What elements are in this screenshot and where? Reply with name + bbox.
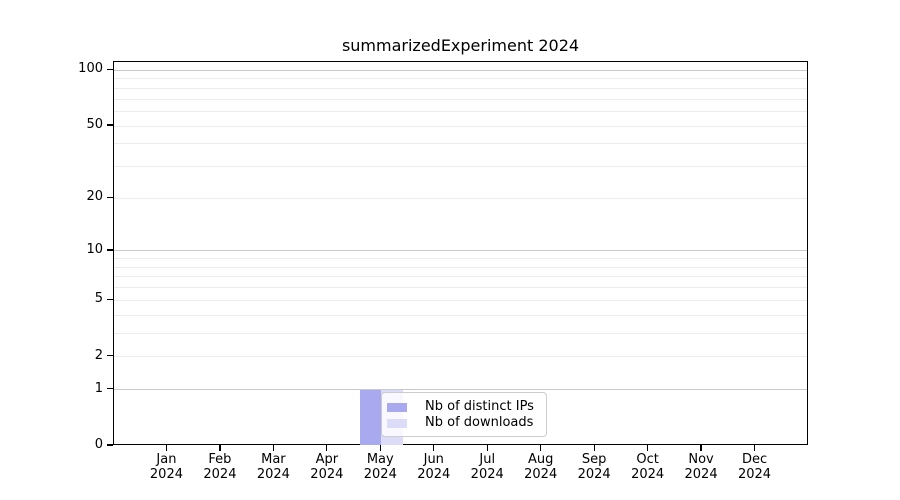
x-tick-label-dec: Dec 2024 <box>737 452 772 482</box>
y-tick-label-100: 100 <box>78 61 103 77</box>
gridline-30 <box>114 166 807 168</box>
gridline-5 <box>114 299 807 301</box>
gridline-10 <box>114 250 807 252</box>
x-tick-jan <box>165 445 168 451</box>
x-tick-label-apr: Apr 2024 <box>310 452 344 482</box>
y-tick-label-0: 0 <box>94 437 103 452</box>
x-tick-label-mar: Mar 2024 <box>256 452 290 482</box>
y-tick-2 <box>107 354 113 357</box>
x-tick-sep <box>593 445 595 451</box>
legend-label: Nb of downloads <box>425 415 534 430</box>
x-tick-label-may: May 2024 <box>363 452 397 482</box>
gridline-6 <box>114 287 807 289</box>
y-tick-label-50: 50 <box>86 117 103 133</box>
x-tick-label-jun: Jun 2024 <box>417 452 451 482</box>
gridline-60 <box>114 110 807 112</box>
legend-item: Nb of distinct IPs <box>387 399 540 415</box>
gridline-100 <box>114 69 807 71</box>
y-tick-label-20: 20 <box>86 189 103 205</box>
x-tick-label-feb: Feb 2024 <box>203 452 237 482</box>
gridline-7 <box>114 276 807 278</box>
gridline-2 <box>114 356 807 358</box>
x-tick-label-jan: Jan 2024 <box>149 452 183 482</box>
x-tick-aug <box>540 445 542 451</box>
legend-swatch-nb-of-downloads <box>387 418 407 428</box>
gridline-40 <box>114 143 807 145</box>
legend-swatch-nb-of-distinct-ips <box>387 402 407 412</box>
gridline-80 <box>114 87 807 89</box>
x-tick-label-oct: Oct 2024 <box>631 452 665 482</box>
chart-title: summarizedExperiment 2024 <box>341 36 580 55</box>
y-tick-label-5: 5 <box>94 291 103 307</box>
x-tick-label-jul: Jul 2024 <box>470 452 504 482</box>
x-tick-feb <box>219 445 221 451</box>
y-tick-10 <box>107 249 113 251</box>
x-tick-oct <box>646 445 649 451</box>
gridline-1 <box>114 389 807 391</box>
y-tick-label-1: 1 <box>94 380 103 396</box>
x-tick-jun <box>433 445 435 451</box>
legend-label: Nb of distinct IPs <box>425 399 534 414</box>
legend-item: Nb of downloads <box>387 415 540 431</box>
x-tick-dec <box>753 445 756 451</box>
bar-nb-of-distinct-ips-may <box>359 389 382 445</box>
x-tick-label-aug: Aug 2024 <box>524 452 558 482</box>
gridline-9 <box>114 258 807 260</box>
y-tick-1 <box>107 387 113 390</box>
plot-area <box>113 61 808 445</box>
x-tick-apr <box>326 445 328 451</box>
gridline-8 <box>114 266 807 268</box>
y-tick-label-10: 10 <box>86 241 103 257</box>
x-tick-jul <box>486 445 488 451</box>
x-tick-label-nov: Nov 2024 <box>684 452 718 482</box>
legend: Nb of distinct IPs Nb of downloads <box>381 392 547 437</box>
y-tick-20 <box>107 196 113 198</box>
y-tick-100 <box>107 68 113 71</box>
x-tick-mar <box>272 445 275 451</box>
x-tick-may <box>379 445 381 451</box>
y-tick-50 <box>107 124 113 126</box>
gridline-3 <box>114 332 807 334</box>
gridline-90 <box>114 78 807 80</box>
gridline-20 <box>114 197 807 199</box>
gridline-50 <box>114 125 807 127</box>
gridline-70 <box>114 98 807 100</box>
y-tick-0 <box>107 444 113 446</box>
y-tick-5 <box>107 298 113 300</box>
gridline-4 <box>114 314 807 316</box>
y-tick-label-2: 2 <box>94 347 103 363</box>
x-tick-label-sep: Sep 2024 <box>577 452 611 482</box>
x-tick-nov <box>700 445 702 451</box>
